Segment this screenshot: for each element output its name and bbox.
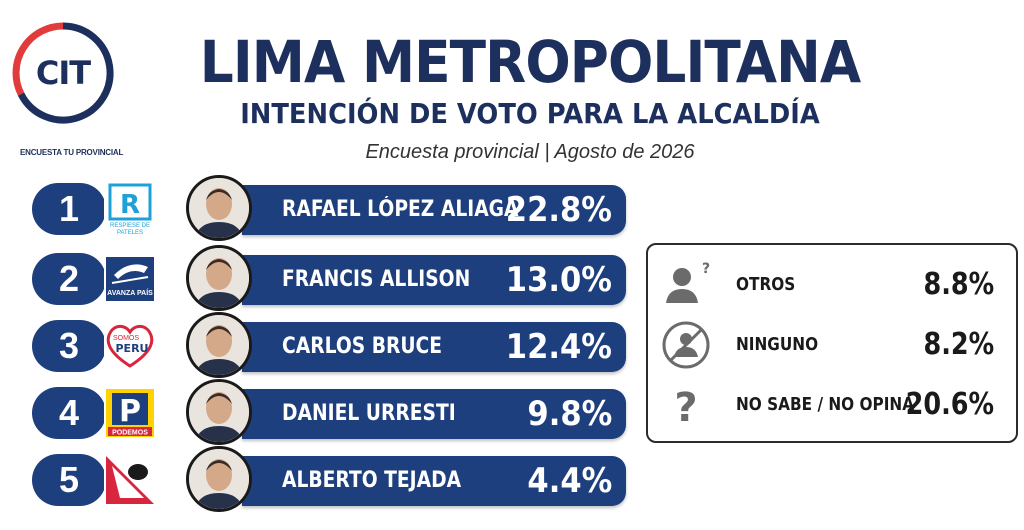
bar: DANIEL URRESTI 9.8% [242, 389, 626, 439]
svg-text:PATELES: PATELES [117, 230, 143, 235]
bar: RAFAEL LÓPEZ ALIAGA 22.8% [242, 185, 626, 235]
svg-text:PODEMOS: PODEMOS [112, 430, 148, 437]
candidate-photo [186, 379, 252, 445]
other-response-row: ? NO SABE / NO OPINA 20.6% [660, 379, 1010, 431]
svg-text:R: R [120, 190, 140, 220]
candidate-name: RAFAEL LÓPEZ ALIAGA [282, 197, 519, 222]
person-crossed-icon [660, 319, 712, 371]
candidate-row: 3 SOMOS PERU CARLOS BRUCE 12.4% [32, 312, 626, 378]
other-response-value: 8.2% [923, 327, 994, 362]
candidate-name: FRANCIS ALLISON [282, 267, 471, 292]
cit-logo: CIT ENCUESTA TU PROVINCIAL [10, 20, 123, 157]
candidate-photo [186, 446, 252, 512]
rank-badge: 4 [32, 387, 106, 439]
other-responses-box: ? OTROS 8.8% NINGUNO 8.2%? NO SABE / NO OPINA… [646, 243, 1018, 443]
avanza-pais-logo: AVANZA PAÍS [104, 253, 156, 305]
question-mark-icon: ? [660, 379, 712, 431]
renovacion-popular-logo: R RESPIESE DE PATELES [104, 183, 156, 236]
data-label: 12.4% [505, 327, 612, 367]
logo-text: CIT [35, 54, 91, 92]
other-response-label: NO SABE / NO OPINA [736, 394, 915, 415]
rank-badge: 2 [32, 253, 106, 305]
other-response-value: 20.6% [905, 387, 994, 422]
candidate-row: 1 R RESPIESE DE PATELES RAFAEL LÓPEZ ALIAGA 2… [32, 175, 626, 241]
page-subtitle: INTENCIÓN DE VOTO PARA LA ALCALDÍA [240, 97, 820, 130]
svg-text:PERU: PERU [116, 342, 149, 355]
page-title: LIMA METROPOLITANA [199, 28, 861, 96]
candidate-row: 2 AVANZA PAÍS FRANCIS ALLISON 13.0% [32, 245, 626, 311]
other-response-value: 8.8% [923, 267, 994, 302]
bar: CARLOS BRUCE 12.4% [242, 322, 626, 372]
logo-ring-icon [12, 22, 114, 124]
data-label: 4.4% [527, 461, 612, 501]
other-response-row: ? OTROS 8.8% [660, 259, 1010, 311]
candidate-photo [186, 312, 252, 378]
other-response-row: NINGUNO 8.2% [660, 319, 1010, 371]
svg-text:SOMOS: SOMOS [113, 335, 139, 342]
somos-peru-logo: SOMOS PERU [104, 320, 156, 372]
peru-primero-logo [104, 454, 156, 506]
other-response-label: OTROS [736, 274, 796, 295]
svg-text:?: ? [702, 261, 710, 277]
rank-badge: 1 [32, 183, 106, 235]
candidate-name: DANIEL URRESTI [282, 401, 456, 426]
data-label: 9.8% [527, 394, 612, 434]
candidate-name: ALBERTO TEJADA [282, 468, 462, 493]
data-label: 22.8% [505, 190, 612, 230]
svg-text:AVANZA PAÍS: AVANZA PAÍS [107, 288, 153, 297]
candidate-photo [186, 245, 252, 311]
svg-text:P: P [119, 394, 141, 429]
survey-source: Encuesta provincial | Agosto de 2026 [365, 141, 695, 163]
other-response-label: NINGUNO [736, 334, 819, 355]
candidate-name: CARLOS BRUCE [282, 334, 443, 359]
rank-badge: 3 [32, 320, 106, 372]
candidate-row: 5 ALBERTO TEJADA 4.4% [32, 446, 626, 512]
candidate-photo [186, 175, 252, 241]
candidate-row: 4 P PODEMOS DANIEL URRESTI 9.8% [32, 379, 626, 445]
rank-badge: 5 [32, 454, 106, 506]
svg-text:RESPIESE DE: RESPIESE DE [110, 223, 150, 229]
data-label: 13.0% [505, 260, 612, 300]
svg-text:?: ? [674, 385, 697, 431]
podemos-logo: P PODEMOS [104, 387, 156, 439]
person-question-icon: ? [660, 259, 712, 311]
bar: FRANCIS ALLISON 13.0% [242, 255, 626, 305]
logo-caption: ENCUESTA TU PROVINCIAL [20, 148, 124, 157]
bar: ALBERTO TEJADA 4.4% [242, 456, 626, 506]
